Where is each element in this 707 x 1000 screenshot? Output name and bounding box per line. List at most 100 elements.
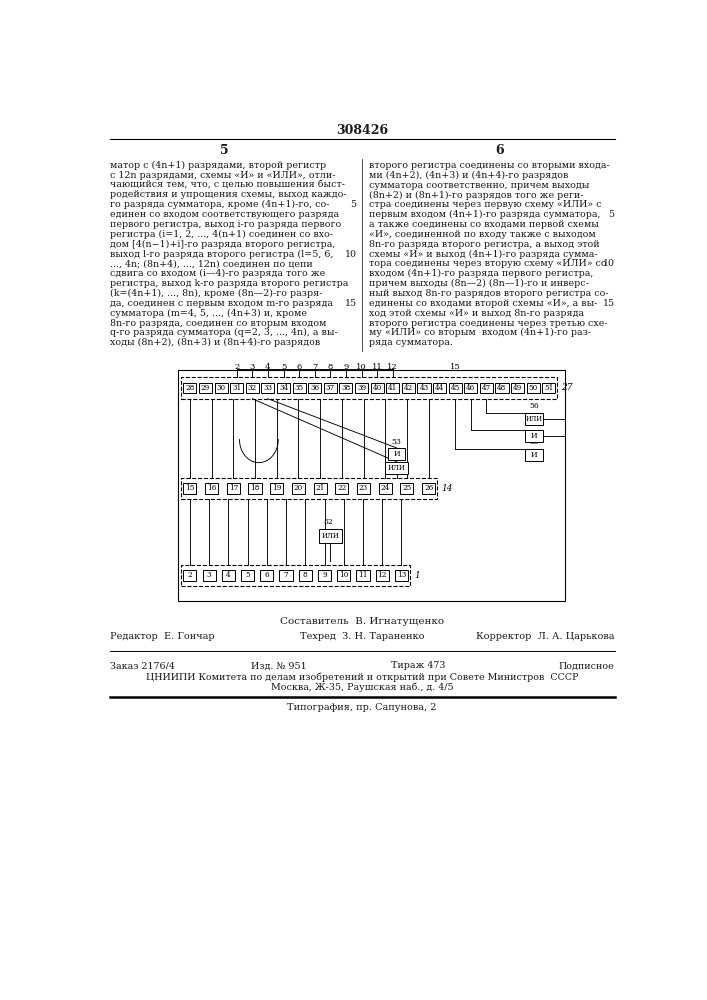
Bar [299, 570, 312, 581]
Text: 2: 2 [187, 571, 192, 579]
Bar [183, 383, 197, 393]
Bar [313, 483, 327, 494]
Text: 35: 35 [295, 384, 304, 392]
Text: 10: 10 [602, 259, 614, 268]
Text: 8: 8 [327, 363, 333, 371]
Bar [464, 383, 477, 393]
Text: чающийся тем, что, с целью повышения быст-: чающийся тем, что, с целью повышения быс… [110, 181, 345, 190]
Text: схемы «И» и выход (4n+1)-го разряда сумма-: схемы «И» и выход (4n+1)-го разряда сумм… [369, 250, 597, 259]
Text: 41: 41 [388, 384, 397, 392]
Text: 10: 10 [356, 363, 367, 371]
Text: второго регистра соединены через третью схе-: второго регистра соединены через третью … [369, 319, 607, 328]
Text: 46: 46 [466, 384, 475, 392]
Text: 8: 8 [303, 571, 308, 579]
Text: 5: 5 [221, 144, 229, 157]
Bar [511, 383, 524, 393]
Bar [182, 478, 437, 499]
Text: 14: 14 [441, 484, 452, 493]
Text: 13: 13 [397, 571, 406, 579]
Text: ходы (8n+2), (8n+3) и (8n+4)-го разрядов: ходы (8n+2), (8n+3) и (8n+4)-го разрядов [110, 338, 320, 347]
Text: 51: 51 [544, 384, 554, 392]
Bar [379, 483, 392, 494]
Text: первого регистра, выход i-го разряда первого: первого регистра, выход i-го разряда пер… [110, 220, 341, 229]
Text: 18: 18 [250, 484, 259, 492]
Text: 5: 5 [245, 571, 250, 579]
Bar [262, 383, 274, 393]
Text: 11: 11 [358, 571, 368, 579]
Text: 4: 4 [226, 571, 230, 579]
Text: матор с (4n+1) разрядами, второй регистр: матор с (4n+1) разрядами, второй регистр [110, 161, 326, 170]
Bar [433, 383, 446, 393]
Bar [339, 383, 353, 393]
Text: 3: 3 [207, 571, 211, 579]
Text: 16: 16 [207, 484, 216, 492]
Text: 308426: 308426 [336, 124, 388, 137]
Text: 11: 11 [372, 363, 382, 371]
Text: выход l-го разряда второго регистра (l=5, 6,: выход l-го разряда второго регистра (l=5… [110, 250, 334, 259]
Text: 44: 44 [435, 384, 444, 392]
Bar [241, 570, 255, 581]
Text: И: И [531, 451, 537, 459]
Text: 15: 15 [185, 484, 194, 492]
Text: 49: 49 [513, 384, 522, 392]
Text: И: И [531, 432, 537, 440]
Text: регистра (i=1, 2, ..., 4(n+1) соединен со вхо-: регистра (i=1, 2, ..., 4(n+1) соединен с… [110, 230, 333, 239]
Text: 6: 6 [495, 144, 503, 157]
Text: 9: 9 [322, 571, 327, 579]
Text: го разряда сумматора, кроме (4n+1)-го, со-: го разряда сумматора, кроме (4n+1)-го, с… [110, 200, 329, 209]
Text: 31: 31 [232, 384, 241, 392]
Bar [182, 565, 410, 586]
Text: 43: 43 [419, 384, 428, 392]
Text: И: И [394, 450, 400, 458]
Text: ИЛИ: ИЛИ [388, 464, 406, 472]
Text: Изд. № 951: Изд. № 951 [251, 661, 307, 670]
Text: 8n-го разряда, соединен со вторым входом: 8n-го разряда, соединен со вторым входом [110, 319, 327, 328]
Text: Тираж 473: Тираж 473 [391, 661, 445, 670]
Text: 15: 15 [344, 299, 356, 308]
Text: первым входом (4n+1)-го разряда сумматора,: первым входом (4n+1)-го разряда сумматор… [369, 210, 600, 219]
Bar [370, 383, 384, 393]
Text: 37: 37 [326, 384, 335, 392]
Bar [270, 483, 284, 494]
Text: 25: 25 [402, 484, 411, 492]
Bar [496, 383, 508, 393]
Text: с 12n разрядами, схемы «И» и «ИЛИ», отли-: с 12n разрядами, схемы «И» и «ИЛИ», отли… [110, 171, 336, 180]
Text: 10: 10 [339, 571, 349, 579]
Text: (8n+2) и (8n+1)-го разрядов того же реги-: (8n+2) и (8n+1)-го разрядов того же реги… [369, 190, 583, 200]
Text: ряда сумматора.: ряда сумматора. [369, 338, 452, 347]
Text: Подписное: Подписное [559, 661, 614, 670]
Text: 6: 6 [296, 363, 302, 371]
Text: 39: 39 [357, 384, 366, 392]
Bar [356, 570, 370, 581]
Text: единен со входом соответствующего разряда: единен со входом соответствующего разряд… [110, 210, 339, 219]
Text: 50: 50 [529, 384, 538, 392]
Text: 19: 19 [272, 484, 281, 492]
Text: 48: 48 [497, 384, 506, 392]
Text: 8n-го разряда второго регистра, а выход этой: 8n-го разряда второго регистра, а выход … [369, 240, 600, 249]
Text: 24: 24 [380, 484, 390, 492]
Bar [248, 483, 262, 494]
Text: 12: 12 [378, 571, 387, 579]
Text: (k=(4n+1), ..., 8n), кроме (8n—2)-го разря-: (k=(4n+1), ..., 8n), кроме (8n—2)-го раз… [110, 289, 322, 298]
Text: 45: 45 [450, 384, 460, 392]
Text: 21: 21 [315, 484, 325, 492]
Text: Корректор  Л. А. Царькова: Корректор Л. А. Царькова [476, 632, 614, 641]
Text: 3: 3 [250, 363, 255, 371]
Text: 56: 56 [529, 402, 539, 410]
Text: 58: 58 [529, 418, 539, 426]
Text: ..., 4n; (8n+4), ..., 12n) соединен по цепи: ..., 4n; (8n+4), ..., 12n) соединен по ц… [110, 259, 312, 268]
Bar [183, 483, 197, 494]
Text: сдвига со входом (i—4)-го разряда того же: сдвига со входом (i—4)-го разряда того ж… [110, 269, 325, 278]
Text: ЦНИИПИ Комитета по делам изобретений и открытий при Совете Министров  СССР: ЦНИИПИ Комитета по делам изобретений и о… [146, 672, 578, 682]
Bar [183, 570, 197, 581]
Bar [199, 383, 212, 393]
Text: 52: 52 [324, 518, 334, 526]
Text: а также соединены со входами первой схемы: а также соединены со входами первой схем… [369, 220, 599, 229]
Text: 5: 5 [351, 200, 356, 209]
Text: 22: 22 [337, 484, 346, 492]
Text: «И», соединенной по входу также с выходом: «И», соединенной по входу также с выходо… [369, 230, 596, 239]
Text: Редактор  Е. Гончар: Редактор Е. Гончар [110, 632, 215, 641]
Bar [527, 383, 539, 393]
Text: стра соединены через первую схему «ИЛИ» с: стра соединены через первую схему «ИЛИ» … [369, 200, 602, 209]
Bar [355, 383, 368, 393]
